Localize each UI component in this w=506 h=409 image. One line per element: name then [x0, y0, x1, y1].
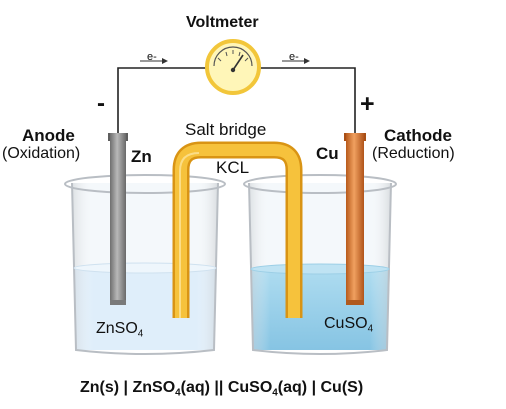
zinc-electrode: [108, 133, 128, 305]
kcl-label: KCL: [216, 158, 250, 177]
negative-terminal-label: -: [97, 90, 105, 117]
cuso4-label: CuSO4: [324, 315, 374, 335]
cathode-label: Cathode: [384, 126, 452, 145]
zinc-label: Zn: [131, 147, 152, 166]
voltmeter-icon: [205, 39, 261, 95]
cell-notation: Zn(s) | ZnSO4(aq) || CuSO4(aq) | Cu(S): [80, 379, 364, 399]
copper-label: Cu: [316, 144, 339, 163]
electron-arrow-right-icon: [282, 58, 310, 64]
voltmeter-label: Voltmeter: [186, 14, 259, 31]
reduction-label: (Reduction): [372, 145, 455, 162]
copper-electrode: [344, 133, 366, 305]
oxidation-label: (Oxidation): [2, 145, 81, 162]
electron-arrow-left-icon: [140, 58, 168, 64]
electron-label-right: e-: [289, 51, 299, 63]
positive-terminal-label: +: [360, 90, 375, 118]
znso4-label: ZnSO4: [96, 320, 144, 340]
anode-label: Anode: [22, 126, 75, 145]
electron-label-left: e-: [147, 51, 157, 63]
left-beaker: [64, 174, 226, 355]
external-wire: [117, 67, 356, 135]
salt-bridge-label: Salt bridge: [185, 120, 267, 139]
right-beaker: [243, 174, 397, 355]
